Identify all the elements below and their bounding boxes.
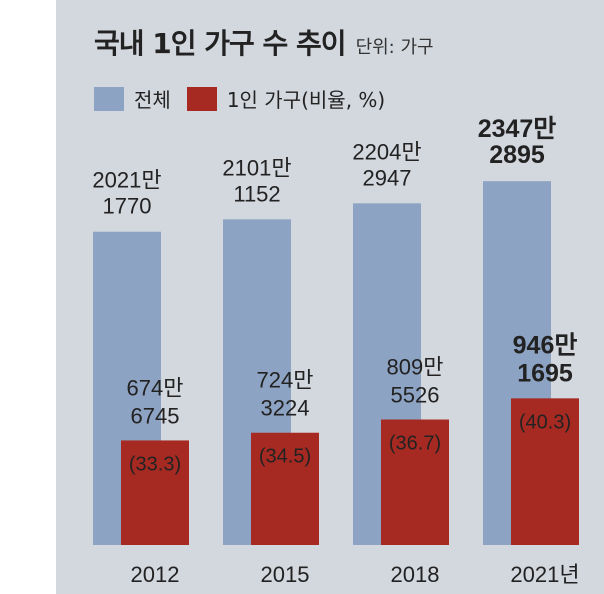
single-label-3-line1: 946만 xyxy=(513,331,578,359)
single-label-0-line2: 6745 xyxy=(131,403,180,428)
ratio-label-1: (34.5) xyxy=(259,446,311,468)
bar-single-2 xyxy=(381,419,449,545)
single-label-3-line2: 1695 xyxy=(517,359,573,387)
category-label-3: 2021년 xyxy=(510,562,579,587)
category-label-2: 2018 xyxy=(391,562,440,587)
ratio-label-2: (36.7) xyxy=(389,433,441,455)
category-label-1: 2015 xyxy=(261,562,310,587)
total-label-0-line1: 2021만 xyxy=(92,168,161,193)
legend-item-single: 1인 가구(비율, %) xyxy=(186,84,386,113)
chart-panel: 국내 1인 가구 수 추이 단위: 가구 전체 1인 가구(비율, %) 202… xyxy=(56,0,604,594)
single-label-0-line1: 674만 xyxy=(127,375,184,400)
bar-single-0 xyxy=(121,440,189,545)
legend: 전체 1인 가구(비율, %) xyxy=(94,84,385,113)
ratio-label-0: (33.3) xyxy=(129,453,181,475)
total-label-1-line2: 1152 xyxy=(233,181,280,206)
total-label-3-line2: 2895 xyxy=(489,141,545,169)
single-label-1-line2: 3224 xyxy=(261,396,310,421)
legend-item-total: 전체 xyxy=(94,84,171,113)
bar-single-3 xyxy=(511,398,579,545)
single-label-1-line1: 724만 xyxy=(257,368,314,393)
legend-swatch-total xyxy=(94,86,124,111)
legend-label-total: 전체 xyxy=(134,88,171,112)
total-label-1-line1: 2101만 xyxy=(222,155,291,180)
ratio-label-3: (40.3) xyxy=(519,411,571,433)
title-row: 국내 1인 가구 수 추이 단위: 가구 xyxy=(94,22,434,68)
single-label-2-line1: 809만 xyxy=(387,355,444,380)
total-label-2-line1: 2204만 xyxy=(352,139,421,164)
single-label-2-line2: 5526 xyxy=(391,383,440,408)
legend-swatch-single xyxy=(186,86,217,111)
total-label-2-line2: 2947 xyxy=(363,165,412,190)
category-label-0: 2012 xyxy=(131,562,180,587)
legend-label-single: 1인 가구(비율, %) xyxy=(226,88,386,112)
bar-single-1 xyxy=(251,432,319,545)
unit-label: 단위: 가구 xyxy=(355,37,434,58)
total-label-0-line2: 1770 xyxy=(103,194,152,219)
total-label-3-line1: 2347만 xyxy=(478,115,557,143)
chart-title: 국내 1인 가구 수 추이 xyxy=(94,27,347,60)
